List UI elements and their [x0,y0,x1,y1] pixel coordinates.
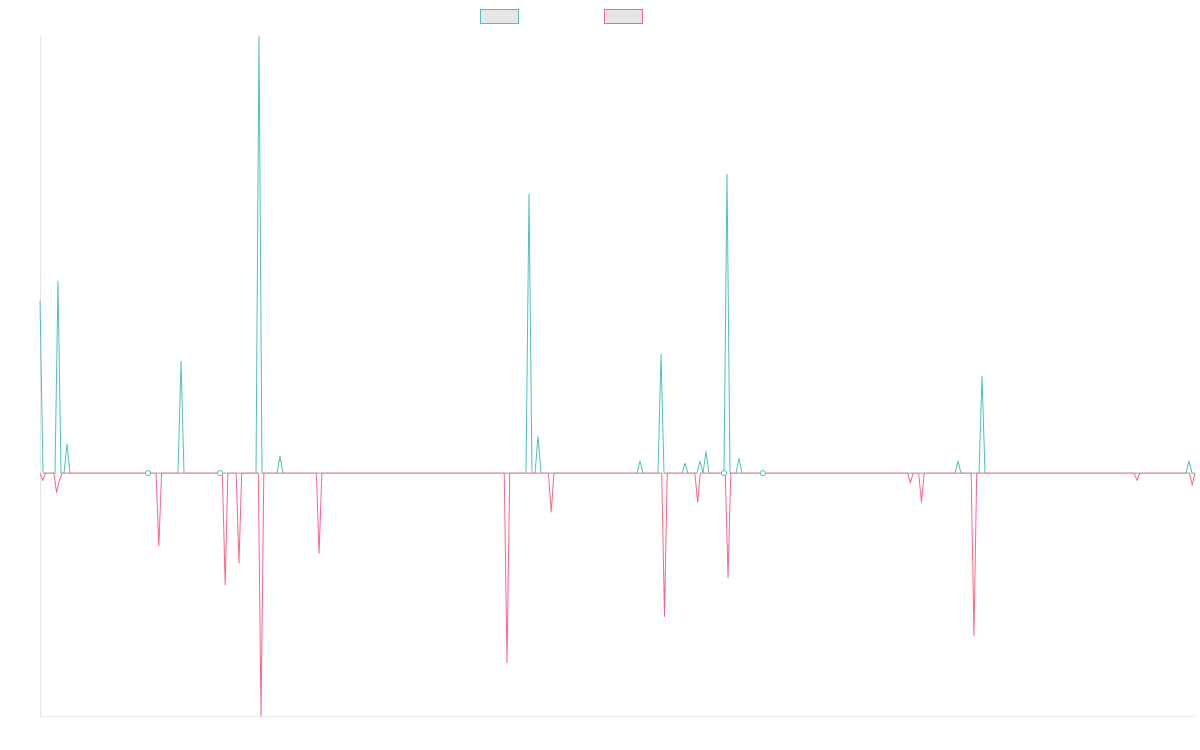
series-line-2[interactable] [39,472,1196,717]
legend-swatch-series-2[interactable] [604,9,643,24]
point-marker-1[interactable] [145,470,151,477]
point-marker-4[interactable] [760,470,766,477]
point-marker-3[interactable] [721,470,727,477]
series-layer [39,35,1196,717]
point-marker-2[interactable] [217,470,223,477]
legend-swatch-series-1[interactable] [480,9,519,24]
series-line-1[interactable] [39,35,1195,474]
